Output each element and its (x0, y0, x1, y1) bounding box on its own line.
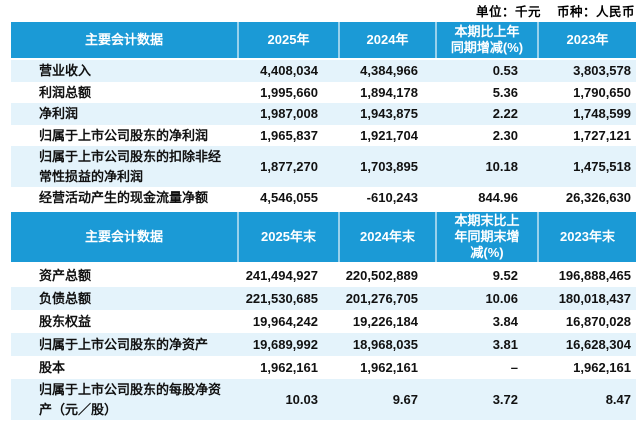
column-header: 2024年 (338, 22, 435, 58)
table-header-row: 主要会计数据 2025年末 2024年末 本期末比上 年同期末增 减(%) 2023年末 (11, 212, 636, 262)
column-header: 主要会计数据 (84, 32, 163, 48)
cell-value: 1,995,660 (260, 84, 318, 100)
column-header: 本期比上年 同期增减(%) (435, 22, 537, 58)
cell-value: 180,018,437 (558, 290, 631, 306)
row-label: 净利润 (39, 106, 79, 121)
cell-value: 3.84 (492, 313, 518, 329)
cell-value: 220,502,889 (345, 267, 418, 283)
row-label: 股本 (39, 359, 66, 375)
table-row: 净利润 1,987,008 1,943,875 2.22 1,748,599 (11, 103, 636, 125)
cell-value: 18,968,035 (352, 336, 418, 352)
cell-value: 8.47 (605, 391, 631, 407)
table-row: 归属于上市公司股东的净资产 19,689,992 18,968,035 3.81 16,… (11, 333, 636, 356)
row-label: 营业收入 (39, 63, 92, 78)
row-label: 归属于上市公司股东的扣除非经常性损益的净利润 (39, 149, 222, 184)
row-label: 负债总额 (39, 290, 92, 306)
cell-value: 5.36 (492, 84, 518, 100)
table-row: 负债总额 221,530,685 201,276,705 10.06 180,018,4… (11, 287, 636, 310)
cell-value: 1,962,161 (573, 359, 631, 375)
cell-value: 3,803,578 (573, 63, 631, 78)
table-header-row: 主要会计数据 2025年 2024年 本期比上年 同期增减(%) 2023年 (11, 22, 636, 58)
cell-value: 196,888,465 (558, 267, 631, 283)
column-header: 主要会计数据 (84, 229, 163, 245)
cell-value: 3.72 (492, 391, 518, 407)
cell-value: 10.03 (285, 391, 318, 407)
cell-value: 10.06 (485, 290, 518, 306)
cell-value: 201,276,705 (345, 290, 418, 306)
cell-value: 16,628,304 (565, 336, 631, 352)
cell-value: 844.96 (478, 190, 518, 205)
cell-value: 16,870,028 (565, 313, 631, 329)
cell-value: 1,475,518 (573, 158, 631, 174)
cell-value: 9.67 (392, 391, 418, 407)
cell-value: 2.22 (492, 106, 518, 121)
cell-value: 2.30 (492, 127, 518, 143)
cell-value: 1,962,161 (360, 359, 418, 375)
cell-value: 1,748,599 (573, 106, 631, 121)
table-row: 营业收入 4,408,034 4,384,966 0.53 3,803,578 (11, 60, 636, 82)
cell-value: 221,530,685 (245, 290, 318, 306)
cell-value: 4,546,055 (260, 190, 318, 205)
cell-value: 19,226,184 (352, 313, 418, 329)
unit-label: 单位：千元 (475, 5, 541, 19)
key-accounting-data-period-table: 主要会计数据 2025年 2024年 本期比上年 同期增减(%) 2023年营业收入 4,… (11, 22, 636, 209)
row-label: 归属于上市公司股东的净利润 (39, 127, 209, 143)
cell-value: 1,965,837 (260, 127, 318, 143)
row-label: 归属于上市公司股东的每股净资产（元／股） (39, 382, 222, 417)
table-row: 股本 1,962,161 1,962,161 – 1,962,161 (11, 356, 636, 379)
cell-value: -610,243 (366, 190, 418, 205)
cell-value: 0.53 (492, 63, 518, 78)
table-row: 股东权益 19,964,242 19,226,184 3.84 16,870,028 (11, 310, 636, 333)
cell-value: 26,326,630 (565, 190, 631, 205)
cell-value: 19,964,242 (252, 313, 318, 329)
column-header: 2023年 (537, 22, 636, 58)
cell-value: 19,689,992 (252, 336, 318, 352)
cell-value: 9.52 (492, 267, 518, 283)
cell-value: 1,894,178 (360, 84, 418, 100)
table-row: 归属于上市公司股东的扣除非经常性损益的净利润 1,877,270 1,703,895… (11, 146, 636, 187)
table-row: 经营活动产生的现金流量净额 4,546,055 -610,243 844.96 26,3… (11, 187, 636, 209)
row-label: 归属于上市公司股东的净资产 (39, 336, 209, 352)
cell-value: 241,494,927 (245, 267, 318, 283)
table-row: 资产总额 241,494,927 220,502,889 9.52 196,888,46… (11, 264, 636, 287)
unit-currency-line: 单位：千元 币种：人民币 (476, 1, 635, 20)
column-header: 2025年 (237, 22, 338, 58)
column-header: 2023年末 (537, 212, 636, 262)
table-row: 归属于上市公司股东的净利润 1,965,837 1,921,704 2.30 1,727… (11, 124, 636, 146)
cell-value: 10.18 (485, 158, 518, 174)
row-label: 资产总额 (39, 267, 92, 283)
cell-value: – (510, 359, 518, 375)
cell-value: 1,962,161 (260, 359, 318, 375)
row-label: 经营活动产生的现金流量净额 (39, 190, 209, 205)
row-label: 利润总额 (39, 84, 92, 100)
cell-value: 1,877,270 (260, 158, 318, 174)
cell-value: 1,943,875 (360, 106, 418, 121)
table-row: 利润总额 1,995,660 1,894,178 5.36 1,790,650 (11, 81, 636, 103)
cell-value: 1,727,121 (573, 127, 631, 143)
column-header: 2024年末 (338, 212, 435, 262)
cell-value: 1,921,704 (360, 127, 418, 143)
cell-value: 1,790,650 (573, 84, 631, 100)
currency-label: 币种：人民币 (556, 5, 635, 19)
row-label: 股东权益 (39, 313, 92, 329)
cell-value: 1,987,008 (260, 106, 318, 121)
cell-value: 4,384,966 (360, 63, 418, 78)
cell-value: 4,408,034 (260, 63, 318, 78)
table-row: 归属于上市公司股东的每股净资产（元／股） 10.03 9.67 3.72 8.47 (11, 379, 636, 420)
column-header: 2025年末 (237, 212, 338, 262)
cell-value: 3.81 (492, 336, 518, 352)
cell-value: 1,703,895 (360, 158, 418, 174)
key-accounting-data-yearend-table: 主要会计数据 2025年末 2024年末 本期末比上 年同期末增 减(%) 2023年末… (11, 212, 636, 420)
column-header: 本期末比上 年同期末增 减(%) (435, 212, 537, 262)
